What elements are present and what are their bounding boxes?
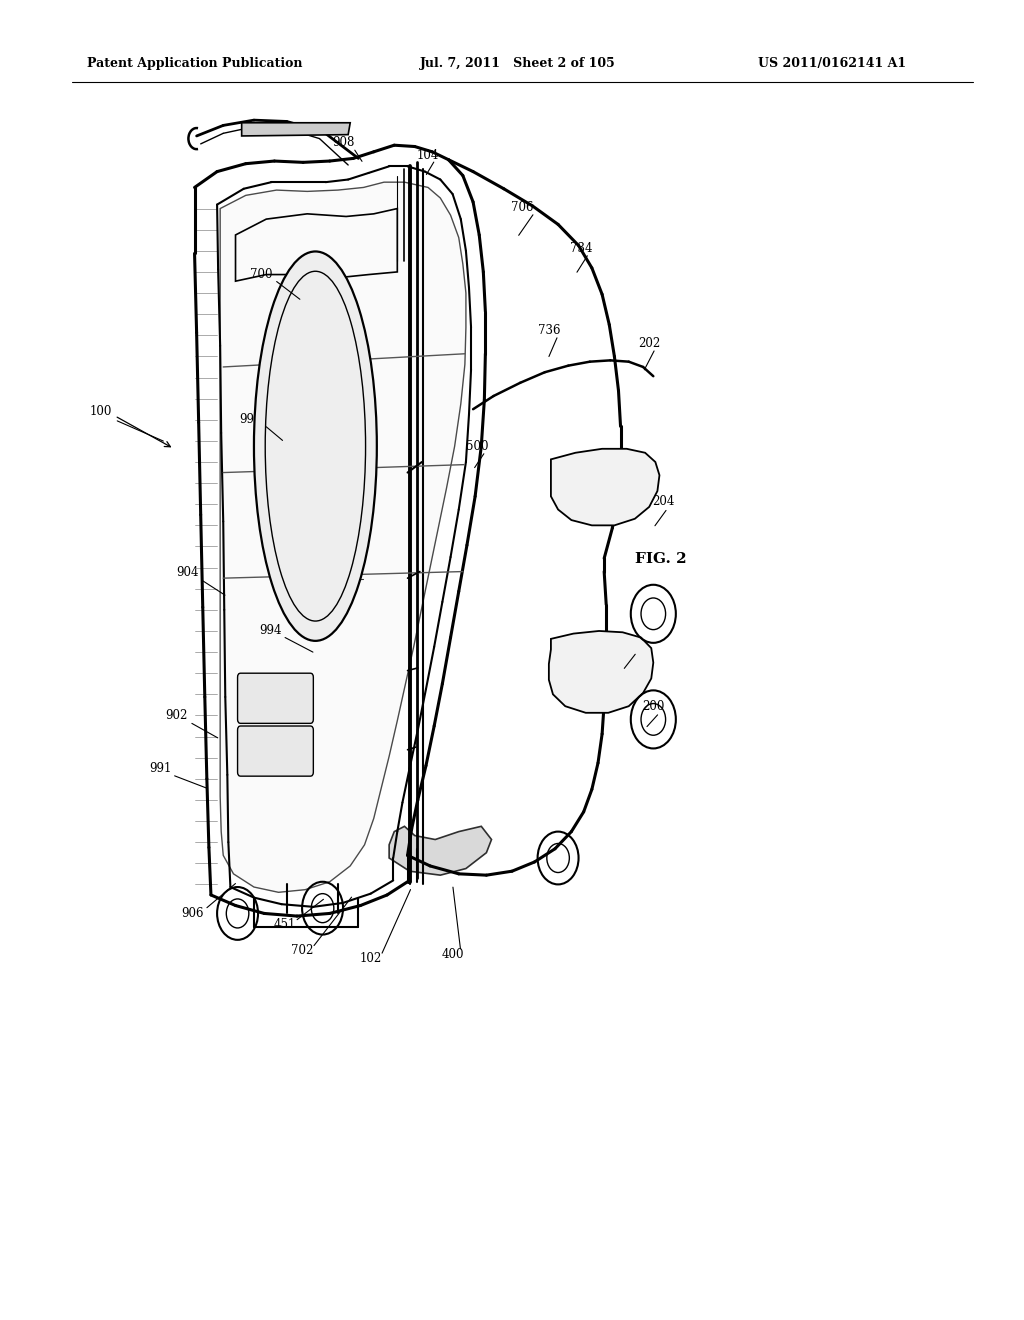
Text: 702: 702 bbox=[291, 944, 313, 957]
Text: 902: 902 bbox=[165, 709, 187, 722]
Text: 734: 734 bbox=[570, 242, 593, 255]
Text: 736: 736 bbox=[538, 323, 560, 337]
Text: Jul. 7, 2011   Sheet 2 of 105: Jul. 7, 2011 Sheet 2 of 105 bbox=[420, 57, 615, 70]
Text: 104: 104 bbox=[417, 149, 439, 162]
Text: 200: 200 bbox=[642, 700, 665, 713]
Text: 991: 991 bbox=[150, 762, 172, 775]
Text: 202: 202 bbox=[638, 337, 660, 350]
Text: 204: 204 bbox=[652, 495, 675, 508]
Text: 906: 906 bbox=[181, 907, 204, 920]
Text: 700: 700 bbox=[250, 268, 272, 281]
Polygon shape bbox=[220, 182, 466, 892]
Text: 904: 904 bbox=[176, 566, 199, 579]
Ellipse shape bbox=[254, 251, 377, 640]
Text: 451: 451 bbox=[273, 917, 296, 931]
Text: 994: 994 bbox=[259, 624, 282, 638]
Text: 995: 995 bbox=[240, 413, 262, 426]
Text: 500: 500 bbox=[466, 440, 488, 453]
Text: 400: 400 bbox=[441, 948, 464, 961]
Text: Patent Application Publication: Patent Application Publication bbox=[87, 57, 302, 70]
Text: FIG. 2: FIG. 2 bbox=[635, 552, 686, 566]
Polygon shape bbox=[549, 631, 653, 713]
Polygon shape bbox=[551, 449, 659, 525]
FancyBboxPatch shape bbox=[238, 726, 313, 776]
Text: 102: 102 bbox=[359, 952, 382, 965]
FancyBboxPatch shape bbox=[238, 673, 313, 723]
Polygon shape bbox=[389, 826, 492, 875]
Text: 706: 706 bbox=[511, 201, 534, 214]
Polygon shape bbox=[242, 123, 350, 136]
Text: US 2011/0162141 A1: US 2011/0162141 A1 bbox=[758, 57, 906, 70]
Text: 100: 100 bbox=[89, 405, 112, 418]
Text: 206: 206 bbox=[620, 640, 642, 653]
Text: 908: 908 bbox=[332, 136, 354, 149]
